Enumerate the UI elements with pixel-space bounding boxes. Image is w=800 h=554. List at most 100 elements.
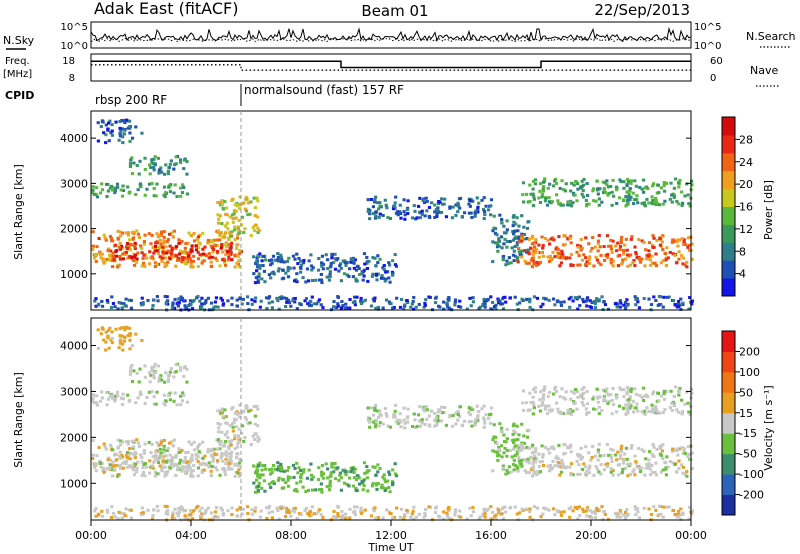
velocity-echo-cell	[609, 393, 613, 397]
power-echo-cell	[619, 180, 623, 184]
velocity-echo-cell	[471, 506, 475, 510]
velocity-echo-cell	[166, 447, 170, 451]
velocity-echo-cell	[496, 508, 501, 512]
power-echo-cell	[592, 264, 596, 268]
velocity-echo-cell	[447, 505, 451, 509]
velocity-echo-cell	[227, 461, 231, 465]
velocity-echo-cell	[412, 412, 416, 416]
power-echo-cell	[265, 306, 269, 310]
power-echo-cell	[544, 297, 548, 301]
power-echo-cell	[287, 301, 292, 305]
velocity-echo-cell	[237, 461, 242, 465]
velocity-echo-cell	[163, 504, 167, 508]
power-echo-cell	[224, 241, 228, 245]
velocity-echo-cell	[212, 447, 216, 451]
power-echo-cell	[142, 242, 146, 246]
velocity-echo-cell	[366, 406, 370, 410]
power-echo-cell	[300, 263, 304, 267]
velocity-echo-cell	[233, 447, 237, 451]
velocity-echo-cell	[327, 488, 332, 492]
velocity-echo-cell	[417, 512, 421, 516]
velocity-echo-cell	[253, 490, 258, 494]
power-echo-cell	[609, 257, 613, 261]
velocity-echo-cell	[195, 446, 200, 450]
power-echo-cell	[146, 298, 150, 302]
velocity-echo-cell	[497, 445, 501, 449]
power-echo-cell	[284, 271, 288, 275]
power-echo-cell	[156, 251, 161, 255]
power-echo-cell	[133, 244, 137, 248]
velocity-cbar-label: Velocity [m s⁻¹]	[762, 385, 775, 470]
power-echo-cell	[675, 199, 679, 203]
power-echo-cell	[129, 298, 133, 302]
power-echo-cell	[372, 299, 376, 303]
velocity-echo-cell	[670, 449, 674, 453]
velocity-echo-cell	[161, 459, 165, 463]
power-echo-cell	[556, 254, 560, 258]
power-echo-cell	[676, 302, 680, 306]
power-echo-cell	[513, 254, 518, 258]
velocity-echo-cell	[499, 512, 503, 516]
power-echo-cell	[515, 243, 519, 247]
power-echo-cell	[649, 303, 654, 307]
velocity-echo-cell	[135, 466, 139, 470]
power-echo-cell	[690, 299, 695, 303]
power-echo-cell	[634, 303, 638, 307]
velocity-echo-cell	[493, 435, 498, 439]
power-echo-cell	[677, 185, 681, 189]
power-echo-cell	[105, 182, 109, 186]
power-echo-cell	[128, 254, 132, 258]
power-echo-cell	[368, 212, 372, 216]
velocity-echo-cell	[505, 454, 509, 458]
power-echo-cell	[147, 232, 151, 236]
velocity-echo-cell	[135, 438, 139, 442]
velocity-echo-cell	[531, 468, 535, 472]
velocity-echo-cell	[685, 390, 689, 394]
power-echo-cell	[416, 204, 421, 208]
velocity-echo-cell	[249, 408, 253, 412]
velocity-echo-cell	[338, 473, 342, 477]
velocity-echo-cell	[496, 458, 500, 462]
velocity-echo-cell	[405, 416, 409, 420]
power-echo-cell	[91, 191, 95, 195]
power-echo-cell	[316, 300, 320, 304]
velocity-echo-cell	[647, 409, 651, 413]
velocity-echo-cell	[308, 513, 312, 517]
power-echo-cell	[523, 237, 527, 241]
power-echo-cell	[637, 257, 642, 261]
power-echo-cell	[98, 252, 102, 256]
power-echo-cell	[642, 201, 647, 205]
power-echo-cell	[114, 186, 118, 190]
power-echo-cell	[578, 244, 582, 248]
velocity-echo-cell	[616, 450, 620, 454]
power-echo-cell	[517, 224, 521, 228]
velocity-echo-cell	[423, 511, 427, 515]
velocity-echo-cell	[103, 445, 107, 449]
power-echo-cell	[228, 231, 232, 235]
nsearch-trace	[90, 37, 692, 43]
velocity-echo-cell	[363, 471, 367, 475]
velocity-echo-cell	[635, 402, 639, 406]
velocity-echo-cell	[160, 378, 164, 382]
power-echo-cell	[675, 261, 679, 265]
power-echo-cell	[601, 180, 605, 184]
power-echo-cell	[609, 247, 614, 251]
power-echo-cell	[126, 185, 130, 189]
power-colorbar-tick-label: 16	[739, 201, 753, 214]
velocity-echo-cell	[585, 469, 589, 473]
power-echo-cell	[137, 235, 142, 239]
power-echo-cell	[602, 187, 606, 191]
power-echo-cell	[420, 209, 424, 213]
power-echo-cell	[249, 200, 253, 204]
power-echo-cell	[573, 180, 578, 184]
velocity-echo-cell	[370, 484, 374, 488]
power-echo-cell	[132, 263, 137, 267]
velocity-echo-cell	[214, 506, 219, 510]
power-echo-cell	[275, 296, 279, 300]
velocity-echo-cell	[661, 457, 665, 461]
velocity-echo-cell	[506, 471, 511, 475]
velocity-echo-cell	[677, 466, 681, 470]
power-echo-cell	[388, 280, 392, 284]
